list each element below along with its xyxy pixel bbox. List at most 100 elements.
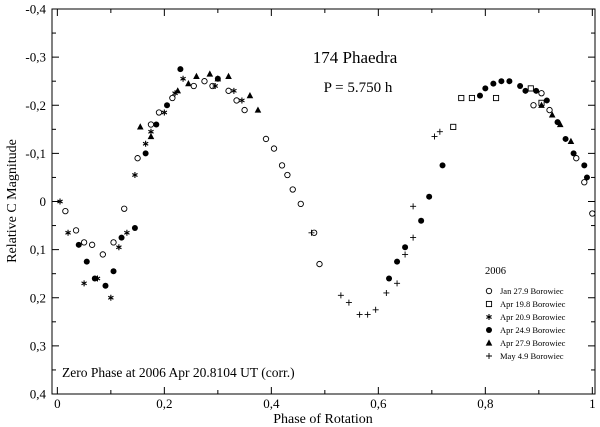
- data-point: [153, 121, 160, 128]
- data-point: [206, 70, 214, 77]
- data-point: [383, 289, 390, 296]
- data-point: [142, 150, 149, 157]
- series-4: [136, 70, 575, 144]
- data-point: [450, 123, 457, 130]
- data-point: [57, 198, 63, 205]
- legend-marker: [486, 353, 492, 359]
- data-point: [190, 82, 197, 90]
- data-point: [164, 102, 171, 109]
- data-point: [439, 162, 446, 169]
- data-point: [115, 244, 122, 251]
- x-tick-label: 0,2: [156, 396, 172, 411]
- data-point: [581, 179, 588, 186]
- data-point: [180, 75, 186, 82]
- y-tick-label: 0,2: [30, 290, 46, 305]
- data-point: [356, 311, 363, 318]
- legend-marker: [486, 314, 492, 320]
- data-point: [573, 155, 580, 162]
- data-point: [506, 78, 513, 85]
- data-point: [538, 90, 545, 97]
- data-point: [364, 311, 371, 318]
- data-point: [231, 87, 237, 94]
- data-point: [498, 78, 505, 85]
- data-point: [80, 239, 88, 246]
- axis-ticks: [52, 8, 595, 395]
- x-tick-label: 0,8: [477, 396, 493, 411]
- y-tick-label: 0,1: [30, 242, 46, 257]
- legend-label: Apr 27.9 Borowiec: [500, 338, 566, 348]
- x-tick-label: 1: [589, 396, 596, 411]
- data-point: [345, 299, 352, 306]
- data-point: [62, 207, 69, 215]
- data-point: [212, 83, 219, 89]
- data-point: [583, 174, 590, 181]
- data-point: [410, 234, 417, 241]
- data-point: [214, 75, 222, 82]
- legend-label: Jan 27.9 Borowiec: [500, 286, 564, 296]
- data-point: [468, 94, 476, 102]
- data-point: [270, 145, 278, 152]
- data-point: [394, 258, 401, 265]
- legend-label: Apr 24.9 Borowiec: [500, 325, 566, 335]
- legend-marker: [485, 339, 493, 346]
- data-point: [107, 294, 114, 301]
- series-5: [308, 128, 443, 318]
- data-point: [530, 102, 537, 109]
- data-point: [394, 280, 401, 287]
- data-point: [543, 97, 550, 104]
- data-point: [402, 251, 409, 258]
- data-point: [88, 241, 96, 248]
- legend-label: Apr 19.8 Borowiec: [500, 299, 566, 309]
- data-point: [548, 111, 556, 118]
- series-1: [450, 85, 545, 130]
- x-tick-label: 0: [54, 396, 61, 411]
- data-point: [65, 229, 71, 236]
- data-point: [316, 260, 323, 268]
- data-point: [110, 239, 117, 246]
- data-point: [185, 79, 192, 87]
- legend-marker: [485, 287, 493, 295]
- y-tick-label: -0,3: [25, 50, 46, 65]
- data-point: [538, 101, 545, 108]
- data-point: [431, 133, 438, 140]
- data-point: [418, 217, 425, 224]
- axis-tick-labels: 0 0,2 0,4 0,6 0,8 1 -0,4 -0,3 -0,2 -0,1 0 0,1 0,2 0,3…: [25, 2, 595, 412]
- data-point: [436, 128, 443, 135]
- data-point: [589, 210, 596, 217]
- data-point: [556, 120, 564, 128]
- legend-label: May 4.9 Borowiec: [500, 351, 564, 361]
- data-points: [57, 66, 596, 318]
- data-point: [562, 135, 569, 142]
- data-point: [492, 94, 500, 102]
- x-tick-label: 0,4: [263, 396, 280, 411]
- y-tick-label: -0,1: [25, 146, 46, 161]
- data-point: [386, 275, 393, 282]
- data-point: [102, 282, 109, 289]
- y-tick-label: 0: [40, 194, 47, 209]
- data-point: [110, 268, 117, 275]
- data-point: [372, 306, 379, 313]
- data-point: [193, 72, 200, 79]
- data-point: [147, 121, 155, 128]
- data-point: [161, 109, 168, 116]
- data-point: [132, 172, 138, 179]
- data-point: [239, 97, 245, 104]
- data-point: [284, 171, 291, 179]
- series-0: [62, 78, 596, 268]
- data-point: [262, 135, 270, 143]
- data-point: [567, 137, 575, 144]
- data-point: [81, 280, 87, 287]
- data-point: [458, 94, 465, 102]
- data-point: [91, 275, 98, 282]
- data-point: [169, 94, 176, 102]
- data-point: [75, 241, 82, 248]
- data-point: [134, 155, 141, 162]
- data-point: [527, 85, 534, 92]
- data-point: [201, 78, 208, 85]
- data-point: [289, 186, 296, 193]
- legend-marker: [485, 300, 493, 308]
- data-point: [426, 193, 433, 200]
- data-point: [337, 292, 344, 299]
- data-point: [72, 227, 80, 234]
- data-point: [136, 123, 144, 130]
